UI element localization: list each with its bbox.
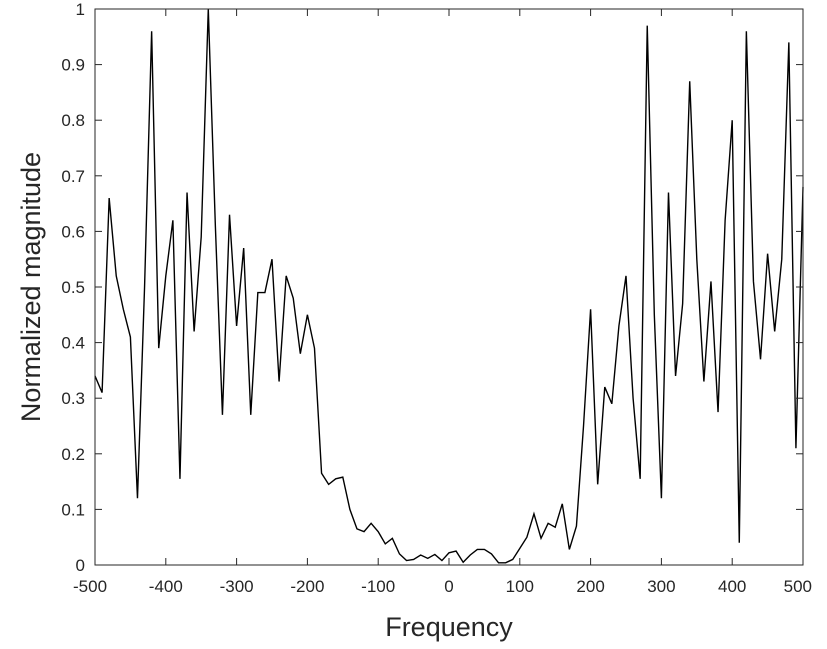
y-tick-label: 0.4 (61, 334, 85, 353)
y-tick-label: 0.6 (61, 222, 85, 241)
x-tick-label: 100 (506, 577, 534, 596)
x-tick-label: 0 (444, 577, 453, 596)
x-axis-title: Frequency (385, 612, 513, 642)
x-tick-label: 500 (784, 577, 812, 596)
x-tick-label: -400 (149, 577, 183, 596)
x-tick-label: 400 (718, 577, 746, 596)
x-tick-label: 200 (576, 577, 604, 596)
y-tick-label: 0.9 (61, 56, 85, 75)
x-tick-label: 300 (647, 577, 675, 596)
y-tick-label: 0 (76, 556, 85, 575)
x-axis-ticks: -500 -400 -300 -200 -100 0 100 200 300 400 500 (73, 9, 812, 596)
y-tick-label: 0.1 (61, 500, 85, 519)
series-line (94, 8, 804, 564)
x-tick-label: -200 (290, 577, 324, 596)
y-axis-title: Normalized magnitude (16, 152, 46, 422)
y-axis-ticks: 0 0.1 0.2 0.3 0.4 0.5 0.6 0.7 0.8 0.9 1 (61, 0, 803, 575)
y-tick-label: 0.3 (61, 389, 85, 408)
x-tick-label: -500 (73, 577, 107, 596)
plot-area (95, 9, 803, 565)
y-tick-label: 0.7 (61, 167, 85, 186)
x-tick-label: -300 (220, 577, 254, 596)
y-tick-label: 0.2 (61, 445, 85, 464)
y-tick-label: 0.5 (61, 278, 85, 297)
y-tick-label: 0.8 (61, 111, 85, 130)
x-tick-label: -100 (361, 577, 395, 596)
data-layer (94, 8, 804, 564)
y-tick-label: 1 (76, 0, 85, 19)
